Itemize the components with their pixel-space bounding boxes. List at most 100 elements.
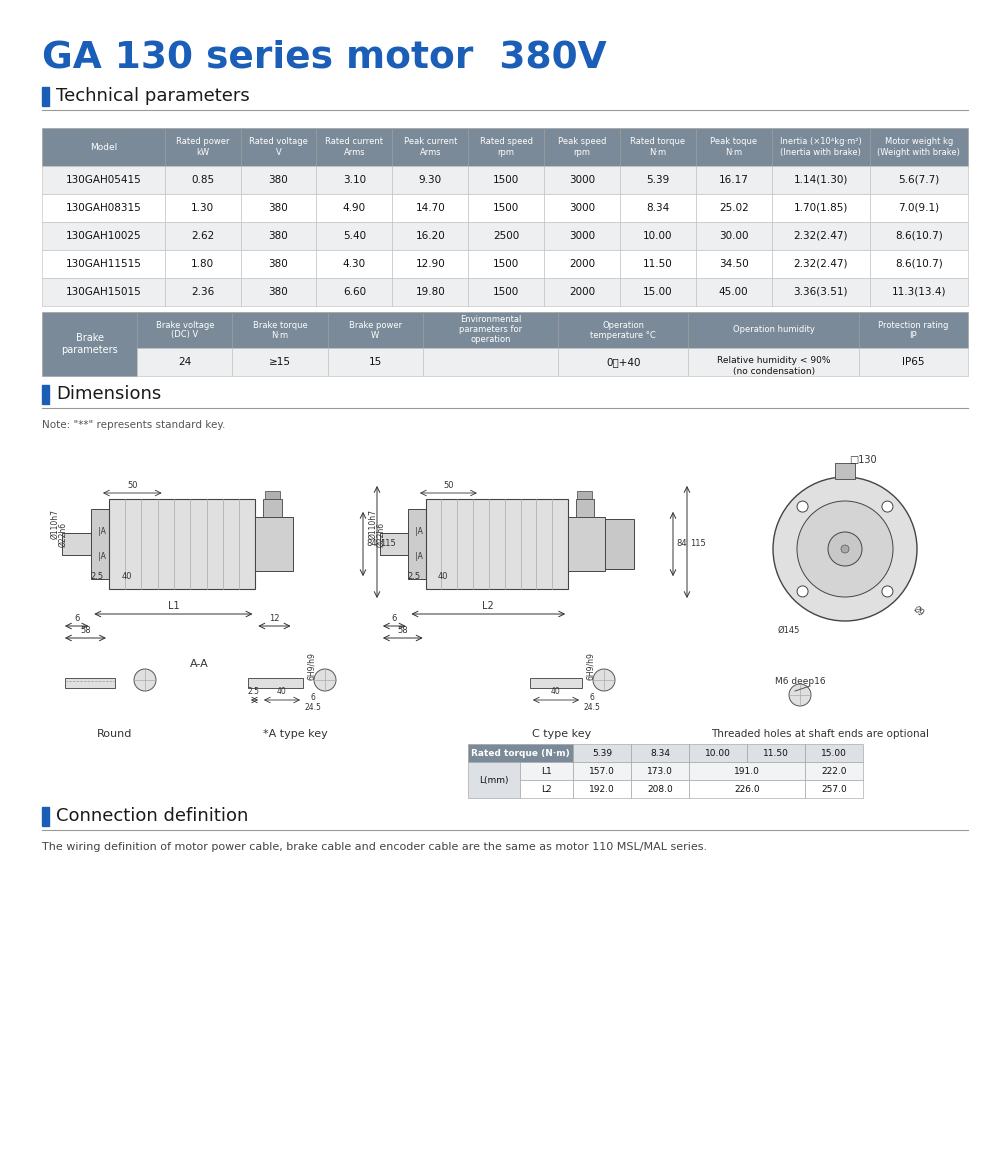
Text: Peak speed: Peak speed [557,137,605,146]
Text: 3.10: 3.10 [343,175,366,185]
Text: Rated current: Rated current [325,137,383,146]
Bar [687,312,858,348]
Bar [42,250,164,278]
Circle shape [592,669,614,691]
Text: A-A: A-A [190,659,208,669]
Text: 3000: 3000 [568,203,594,213]
Text: 11.50: 11.50 [763,749,789,758]
Bar [468,762,519,798]
Text: Environmental: Environmental [459,315,521,325]
Text: 1500: 1500 [493,287,519,297]
Text: 40: 40 [121,572,131,580]
Bar [543,128,619,166]
Text: □130: □130 [848,456,876,465]
Text: (no condensation): (no condensation) [731,367,814,376]
Text: temperature °C: temperature °C [590,331,655,340]
Bar [164,128,240,166]
Bar [630,762,688,780]
Bar [575,499,593,517]
Bar [468,166,543,194]
Bar [240,222,317,250]
Text: 40: 40 [550,687,560,696]
Text: 12: 12 [269,614,280,623]
Bar [240,250,317,278]
Text: 10.00: 10.00 [642,231,672,241]
Bar [695,166,771,194]
Text: (Inertia with brake): (Inertia with brake) [780,148,861,157]
Text: 191.0: 191.0 [733,766,760,776]
Text: 380: 380 [269,287,289,297]
Bar [630,780,688,798]
Text: 25.02: 25.02 [718,203,747,213]
Text: 208.0: 208.0 [646,785,672,793]
Bar [619,250,695,278]
Bar [42,194,164,222]
Text: 1500: 1500 [493,175,519,185]
Text: 15: 15 [368,357,382,367]
Text: 1.30: 1.30 [191,203,214,213]
Text: 6: 6 [391,614,397,623]
Text: M6 deep16: M6 deep16 [775,677,825,687]
Bar [619,166,695,194]
Bar [42,166,164,194]
Text: Arms: Arms [419,148,441,157]
Text: 380: 380 [269,175,289,185]
Bar [328,312,423,348]
Text: Arms: Arms [344,148,365,157]
Text: 5.39: 5.39 [591,749,611,758]
Text: (Weight with brake): (Weight with brake) [877,148,959,157]
Bar [247,677,303,688]
Bar [805,744,862,762]
Bar [42,86,49,106]
Bar [557,348,687,376]
Text: 380: 380 [269,203,289,213]
Text: 130GAH15015: 130GAH15015 [65,287,141,297]
Bar [65,677,115,688]
Text: 14.70: 14.70 [415,203,445,213]
Text: Peak toque: Peak toque [709,137,757,146]
Bar [42,128,164,166]
Text: 5.39: 5.39 [645,175,668,185]
Text: N·m: N·m [648,148,665,157]
Bar [317,222,392,250]
Text: 8.6(10.7): 8.6(10.7) [894,259,942,269]
Bar [256,517,294,571]
Bar [240,166,317,194]
Text: 130GAH11515: 130GAH11515 [65,259,141,269]
Text: 2000: 2000 [568,287,594,297]
Bar [240,194,317,222]
Bar [688,744,746,762]
Bar [688,762,805,780]
Text: Dimensions: Dimensions [56,385,161,403]
Text: 2.32(2.47): 2.32(2.47) [793,259,847,269]
Text: rpm: rpm [573,148,590,157]
Text: Ø110h7: Ø110h7 [368,509,377,538]
Text: |A: |A [97,527,105,536]
Text: 11.50: 11.50 [642,259,672,269]
Text: 130GAH10025: 130GAH10025 [65,231,141,241]
Text: IP65: IP65 [901,357,924,367]
Bar [42,278,164,306]
Text: Brake torque: Brake torque [253,320,307,329]
Text: 24: 24 [178,357,191,367]
Bar [392,222,468,250]
Text: 40: 40 [277,687,287,696]
Text: 5.40: 5.40 [343,231,366,241]
Text: |A: |A [414,552,422,561]
Bar [408,509,425,579]
Text: 115: 115 [380,540,396,549]
Text: L2: L2 [482,602,494,611]
Text: 2.5: 2.5 [90,572,103,580]
Bar [468,744,572,762]
Bar [858,348,967,376]
Text: 6: 6 [589,693,594,702]
Text: Technical parameters: Technical parameters [56,86,249,105]
Text: Note: "**" represents standard key.: Note: "**" represents standard key. [42,420,225,430]
Text: Peak current: Peak current [403,137,457,146]
Bar [137,312,232,348]
Bar [265,491,280,499]
Bar [695,222,771,250]
Text: N·m: N·m [724,148,741,157]
Text: C type key: C type key [532,729,591,739]
Bar [771,250,869,278]
